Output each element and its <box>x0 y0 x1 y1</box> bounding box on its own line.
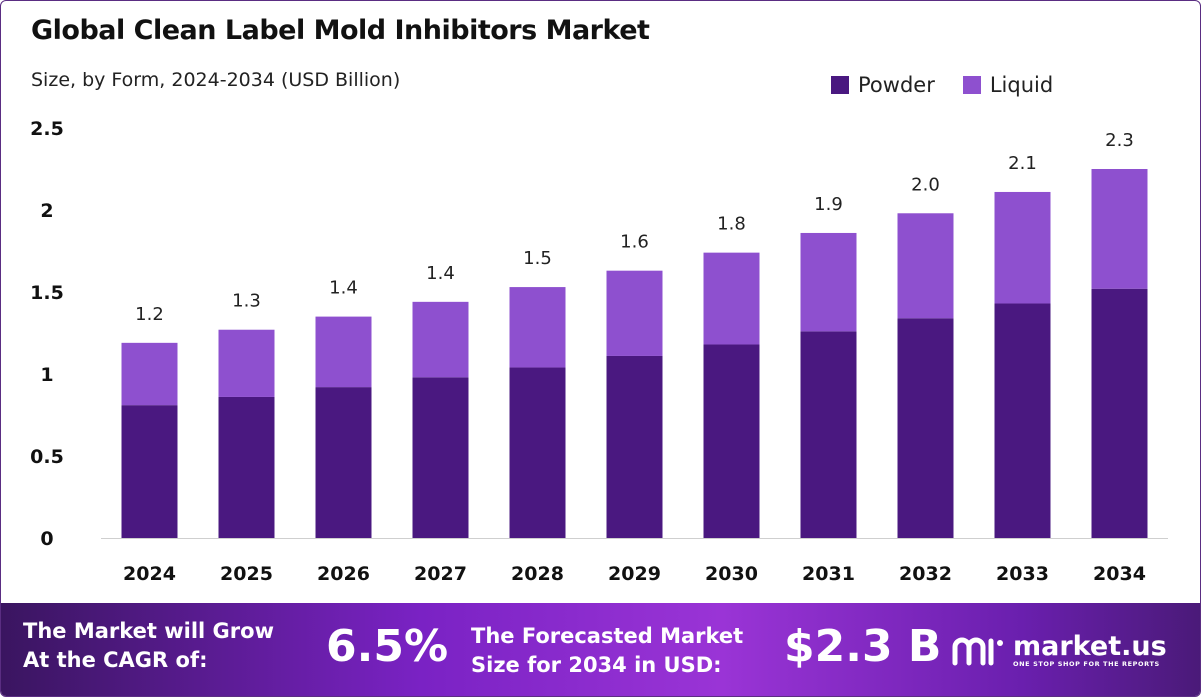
bar-powder-2026 <box>315 387 372 538</box>
y-tick-label: 1 <box>40 364 53 386</box>
y-tick-label: 2.5 <box>30 118 64 140</box>
footer-banner: The Market will Grow At the CAGR of: 6.5… <box>1 603 1200 696</box>
legend: Powder Liquid <box>831 73 1053 97</box>
bar-liquid-2031 <box>800 232 857 332</box>
bar-total-label-2027: 1.4 <box>426 263 455 284</box>
bar-powder-2034 <box>1091 288 1148 538</box>
bar-chart: 0 0.5 1 1.5 2 2.5 1.2 2024 1.3 2025 1.4 2026 1.4 2027… <box>30 118 1168 585</box>
legend-item-liquid: Liquid <box>962 73 1054 97</box>
x-tick-label-2031: 2031 <box>802 563 855 585</box>
cagr-label: The Market will Grow At the CAGR of: <box>23 617 274 675</box>
cagr-label-line1: The Market will Grow <box>23 619 274 643</box>
bar-total-label-2026: 1.4 <box>329 278 358 299</box>
cagr-label-line2: At the CAGR of: <box>23 648 208 672</box>
bar-total-label-2034: 2.3 <box>1105 130 1134 151</box>
legend-item-powder: Powder <box>831 73 935 97</box>
legend-label-powder: Powder <box>858 73 935 97</box>
bar-liquid-2032 <box>897 213 954 319</box>
bar-powder-2025 <box>218 396 275 538</box>
brand-tagline: ONE STOP SHOP FOR THE REPORTS <box>1013 660 1160 668</box>
bar-total-label-2032: 2.0 <box>911 174 940 195</box>
bar-powder-2031 <box>800 331 857 538</box>
cagr-value: 6.5% <box>326 621 449 672</box>
bar-liquid-2030 <box>703 252 760 345</box>
bar-total-label-2025: 1.3 <box>232 291 261 312</box>
chart-subtitle: Size, by Form, 2024-2034 (USD Billion) <box>31 69 401 91</box>
bar-total-label-2031: 1.9 <box>814 194 843 215</box>
chart-title: Global Clean Label Mold Inhibitors Marke… <box>31 15 650 46</box>
y-tick-label: 0 <box>40 528 53 550</box>
bar-total-label-2024: 1.2 <box>135 304 164 325</box>
bar-liquid-2025 <box>218 329 275 397</box>
bar-liquid-2034 <box>1091 169 1148 289</box>
bar-powder-2033 <box>994 303 1051 538</box>
x-tick-label-2028: 2028 <box>511 563 564 585</box>
bar-powder-2030 <box>703 344 760 538</box>
x-tick-label-2033: 2033 <box>996 563 1049 585</box>
x-tick-label-2032: 2032 <box>899 563 952 585</box>
y-tick-label: 0.5 <box>30 446 64 468</box>
brand-logo: market.us ONE STOP SHOP FOR THE REPORTS <box>951 633 1167 669</box>
bar-powder-2028 <box>509 367 566 538</box>
bar-liquid-2026 <box>315 316 372 388</box>
bar-powder-2029 <box>606 355 663 538</box>
x-tick-label-2025: 2025 <box>220 563 273 585</box>
bar-total-label-2029: 1.6 <box>620 232 649 253</box>
x-tick-label-2027: 2027 <box>414 563 467 585</box>
bar-liquid-2033 <box>994 191 1051 304</box>
x-tick-label-2029: 2029 <box>608 563 661 585</box>
forecast-value: $2.3 B <box>784 621 942 672</box>
bar-liquid-2029 <box>606 270 663 356</box>
y-tick-label: 2 <box>40 200 53 222</box>
x-tick-label-2024: 2024 <box>123 563 176 585</box>
bar-liquid-2024 <box>121 342 178 406</box>
legend-swatch-liquid <box>962 76 981 94</box>
market-us-logo-icon <box>952 637 1003 666</box>
bar-total-label-2028: 1.5 <box>523 248 552 269</box>
bar-total-label-2033: 2.1 <box>1008 153 1037 174</box>
bar-liquid-2027 <box>412 301 469 378</box>
x-tick-label-2034: 2034 <box>1093 563 1146 585</box>
x-tick-label-2026: 2026 <box>317 563 370 585</box>
y-tick-label: 1.5 <box>30 282 64 304</box>
bar-powder-2027 <box>412 377 469 538</box>
bar-powder-2032 <box>897 318 954 538</box>
forecast-label-line2: Size for 2034 in USD: <box>471 653 722 677</box>
brand-name: market.us <box>1013 631 1167 662</box>
bar-powder-2024 <box>121 405 178 538</box>
forecast-label-line1: The Forecasted Market <box>471 624 744 648</box>
legend-label-liquid: Liquid <box>989 73 1054 97</box>
legend-swatch-powder <box>831 76 849 94</box>
x-tick-label-2030: 2030 <box>705 563 758 585</box>
forecast-label: The Forecasted Market Size for 2034 in U… <box>471 622 743 680</box>
bar-liquid-2028 <box>509 287 566 368</box>
bar-total-label-2030: 1.8 <box>717 214 746 235</box>
